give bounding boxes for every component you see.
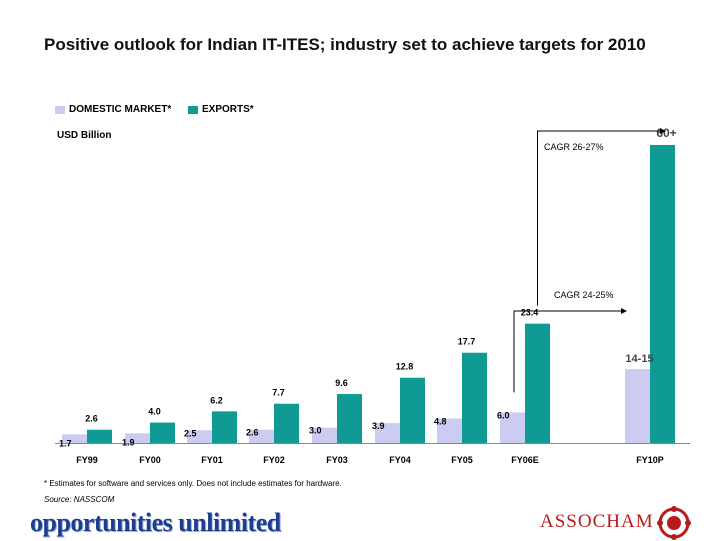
bar-domestic-fy06e	[500, 412, 525, 443]
legend-label-domestic: DOMESTIC MARKET*	[69, 104, 172, 115]
data-label-domestic-fy05: 4.8	[434, 417, 447, 427]
bar-exports-fy10p	[650, 145, 675, 443]
tick-label-fy05: FY05	[451, 455, 473, 465]
data-label-domestic-fy04: 3.9	[372, 421, 385, 431]
cagr-exports-label: CAGR 26-27%	[544, 142, 604, 152]
data-label-exports-fy10p: 60+	[656, 126, 676, 140]
data-label-exports-fy01: 6.2	[210, 395, 223, 405]
data-label-exports-fy05: 17.7	[458, 337, 476, 347]
cagr-exports-connector	[537, 130, 660, 306]
bar-domestic-fy04	[375, 423, 400, 443]
footnote: * Estimates for software and services on…	[44, 479, 342, 488]
bar-exports-fy01	[212, 411, 237, 443]
bar-exports-fy03	[337, 394, 362, 443]
legend-label-exports: EXPORTS*	[202, 104, 254, 115]
cagr-domestic-connector	[513, 310, 621, 393]
legend-swatch-exports	[188, 105, 199, 114]
unit-label: USD Billion	[57, 130, 112, 141]
assocham-logo-icon	[657, 506, 691, 540]
data-label-domestic-fy01: 2.5	[184, 428, 197, 438]
tick-label-fy04: FY04	[389, 455, 411, 465]
page-title: Positive outlook for Indian IT-ITES; ind…	[44, 35, 646, 54]
brand-tagline: opportunities unlimited	[30, 508, 281, 537]
bar-domestic-fy03	[312, 427, 337, 443]
bar-exports-fy04	[400, 377, 425, 443]
legend-swatch-domestic	[55, 105, 65, 114]
bar-domestic-fy01	[187, 430, 212, 443]
data-label-exports-fy04: 12.8	[396, 362, 414, 372]
data-label-exports-fy02: 7.7	[272, 388, 285, 398]
bar-exports-fy00	[150, 422, 175, 443]
data-label-exports-fy00: 4.0	[148, 407, 161, 417]
tick-label-fy99: FY99	[76, 455, 98, 465]
assocham-logo-text: ASSOCHAM	[540, 511, 654, 532]
data-label-domestic-fy06e: 6.0	[497, 410, 510, 420]
bar-domestic-fy99	[62, 434, 87, 443]
bar-exports-fy06e	[525, 323, 550, 443]
tick-label-fy00: FY00	[139, 455, 161, 465]
legend-item-exports: EXPORTS*	[188, 104, 254, 115]
bar-domestic-fy00	[125, 433, 150, 443]
chart-legend: DOMESTIC MARKET* EXPORTS*	[55, 104, 268, 117]
data-label-domestic-fy00: 1.9	[122, 437, 135, 447]
tick-label-fy06e: FY06E	[511, 455, 539, 465]
tick-label-fy01: FY01	[201, 455, 223, 465]
cagr-domestic-label: CAGR 24-25%	[554, 290, 614, 300]
tick-label-fy10p: FY10P	[636, 455, 664, 465]
cagr-domestic-arrowhead	[621, 308, 627, 314]
bar-exports-fy99	[87, 429, 112, 443]
tick-label-fy02: FY02	[263, 455, 285, 465]
data-label-domestic-fy03: 3.0	[309, 426, 322, 436]
tick-label-fy03: FY03	[326, 455, 348, 465]
cagr-exports-arrowhead	[660, 128, 666, 134]
legend-item-domestic: DOMESTIC MARKET*	[55, 104, 171, 115]
bar-domestic-fy10p	[625, 369, 650, 443]
data-label-domestic-fy99: 1.7	[59, 438, 72, 448]
bar-domestic-fy05	[437, 418, 462, 443]
bar-exports-fy05	[462, 352, 487, 443]
data-label-domestic-fy02: 2.6	[246, 428, 259, 438]
bar-domestic-fy02	[249, 429, 274, 443]
data-label-exports-fy99: 2.6	[85, 414, 98, 424]
bar-exports-fy02	[274, 403, 299, 443]
data-label-exports-fy06e: 23.4	[521, 308, 539, 318]
data-label-domestic-fy10p: 14-15	[625, 353, 653, 365]
source-note: Source: NASSCOM	[44, 495, 115, 504]
data-label-exports-fy03: 9.6	[335, 378, 348, 388]
